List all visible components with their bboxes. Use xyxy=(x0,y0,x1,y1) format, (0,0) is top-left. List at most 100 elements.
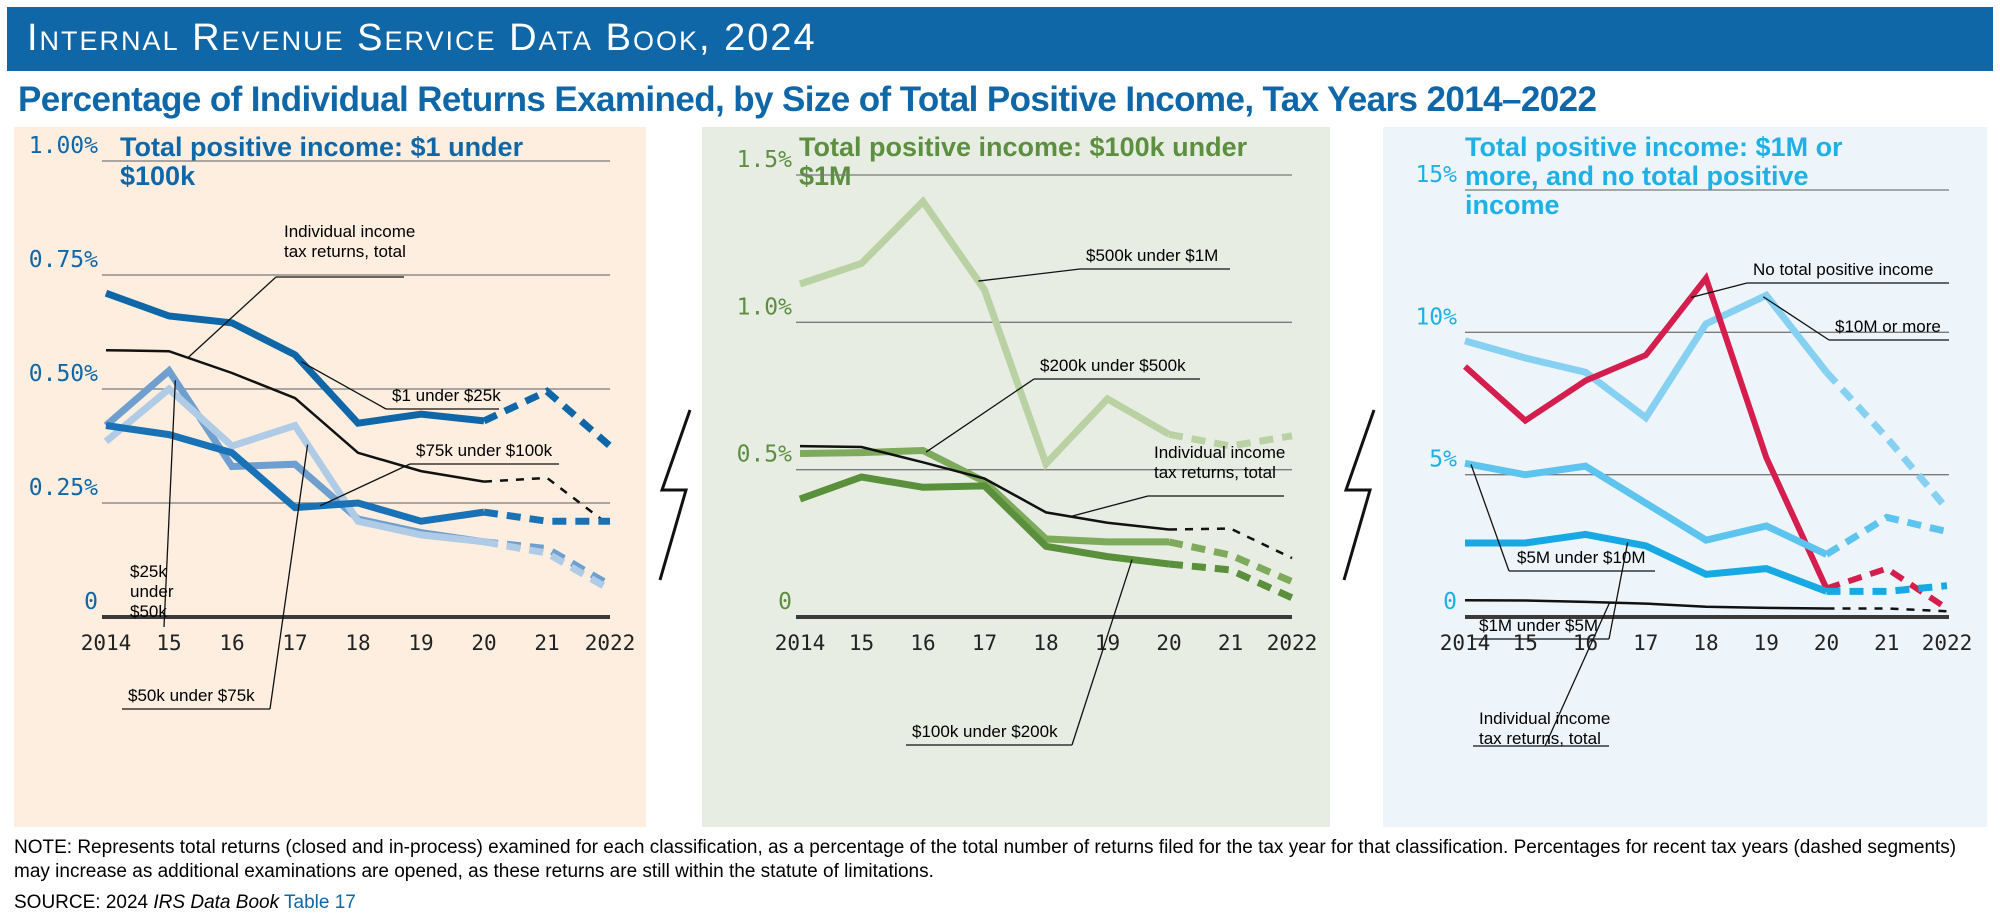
series-line-dashed xyxy=(483,538,612,593)
label-leader-line xyxy=(978,268,1081,282)
source-table-link[interactable]: Table 17 xyxy=(284,892,356,913)
y-tick-label: 5% xyxy=(1429,447,1457,473)
y-tick-label: 0.25% xyxy=(29,475,98,501)
y-tick-label: 0 xyxy=(778,589,792,615)
x-tick-label: 16 xyxy=(219,631,244,655)
x-tick-label: 21 xyxy=(1218,631,1243,655)
series-line xyxy=(104,289,485,427)
x-tick-label: 20 xyxy=(471,631,496,655)
panel-under-100k: Total positive income: $1 under $100k 0 0… xyxy=(14,127,646,827)
chart-under-100k: 0 0.25% 0.50% 0.75% 1.00% 2014 15 16 17 18 19 20 21 2… xyxy=(29,133,636,710)
series-line xyxy=(798,196,1171,471)
y-tick-label: 10% xyxy=(1415,304,1457,330)
y-tick-label: 15% xyxy=(1415,162,1457,188)
panel-title: Total positive income: $1 under $100k xyxy=(120,132,524,191)
series-line xyxy=(1462,271,1830,590)
series-line xyxy=(1464,290,1830,423)
series-line xyxy=(798,473,1170,568)
series-line-dashed xyxy=(1168,560,1294,601)
label-leader-line xyxy=(1608,542,1629,640)
label-leader-line xyxy=(269,444,309,710)
x-tick-label: 2022 xyxy=(1922,631,1973,655)
series-label: Individual income tax returns, total xyxy=(1154,443,1285,482)
series-label: $500k under $1M xyxy=(1086,246,1218,265)
panel-title: Total positive income: $100k under $1M xyxy=(799,132,1248,191)
y-tick-label: 0.5% xyxy=(737,442,793,468)
x-tick-label: 17 xyxy=(1633,631,1658,655)
series-line-dashed xyxy=(1168,430,1293,450)
x-tick-label: 16 xyxy=(1573,631,1598,655)
axis-break-icon xyxy=(1342,409,1376,581)
banner-title: Internal Revenue Service Data Book, 2024 xyxy=(27,17,817,59)
label-leader-line xyxy=(1762,296,1830,341)
label-leader-line xyxy=(1071,559,1133,746)
y-tick-label: 0 xyxy=(84,589,98,615)
series-label: Individual income tax returns, total xyxy=(1479,709,1610,748)
x-tick-label: 2014 xyxy=(81,631,132,655)
series-line xyxy=(799,446,1169,546)
y-tick-label: 0.50% xyxy=(29,361,98,387)
series-label: $100k under $200k xyxy=(912,722,1058,741)
series-line-dashed xyxy=(482,387,613,449)
x-tick-label: 21 xyxy=(1874,631,1899,655)
x-tick-label: 2014 xyxy=(775,631,826,655)
x-tick-label: 17 xyxy=(972,631,997,655)
label-leader-line xyxy=(319,463,411,507)
series-label: $5M under $10M xyxy=(1517,548,1646,567)
label-leader-line xyxy=(300,361,387,410)
series-label: $1M under $5M xyxy=(1479,616,1598,635)
x-tick-label: 18 xyxy=(1693,631,1718,655)
series-label: $50k under $75k xyxy=(128,686,255,705)
series-line xyxy=(105,422,485,525)
x-tick-label: 19 xyxy=(1754,631,1779,655)
label-leader-line xyxy=(1690,282,1748,299)
x-tick-label: 20 xyxy=(1814,631,1839,655)
x-tick-label: 15 xyxy=(849,631,874,655)
series-line-dashed xyxy=(483,538,612,589)
source-book: IRS Data Book xyxy=(153,892,280,913)
y-tick-label: 1.0% xyxy=(737,294,793,320)
series-line-dashed xyxy=(1168,538,1294,585)
series-line-dashed xyxy=(1824,513,1948,558)
series-label: Individual income tax returns, total xyxy=(284,222,415,261)
x-tick-label: 18 xyxy=(1033,631,1058,655)
x-tick-label: 15 xyxy=(1513,631,1538,655)
x-tick-label: 17 xyxy=(282,631,307,655)
label-leader-line xyxy=(163,380,176,628)
chart-title: Percentage of Individual Returns Examine… xyxy=(18,80,1597,119)
panel-title: Total positive income: $1M or more, and … xyxy=(1465,132,1843,220)
x-tick-label: 18 xyxy=(345,631,370,655)
banner: Internal Revenue Service Data Book, 2024 xyxy=(7,7,1993,71)
panel-1m-or-more: Total positive income: $1M or more, and … xyxy=(1383,127,1987,827)
y-tick-label: 1.00% xyxy=(29,133,98,159)
x-tick-label: 20 xyxy=(1156,631,1181,655)
x-tick-label: 16 xyxy=(910,631,935,655)
note-text: NOTE: Represents total returns (closed a… xyxy=(14,837,1957,882)
source-line: SOURCE: 2024 IRS Data Book Table 17 xyxy=(14,892,356,914)
series-line-dashed xyxy=(1826,607,1948,613)
series-label: $75k under $100k xyxy=(416,441,553,460)
y-tick-label: 0 xyxy=(1443,589,1457,615)
x-tick-label: 21 xyxy=(534,631,559,655)
label-leader-line xyxy=(1070,495,1149,518)
series-label: $25k under $50k xyxy=(130,562,174,621)
source-prefix: SOURCE: 2024 xyxy=(14,892,154,913)
series-label: $200k under $500k xyxy=(1040,356,1186,375)
series-line-dashed xyxy=(1826,582,1948,595)
x-tick-label: 2022 xyxy=(1267,631,1318,655)
label-leader-line xyxy=(1544,602,1611,747)
series-line-dashed xyxy=(1823,369,1950,512)
chart-100k-to-1m: 00.5%1.0%1.5%2014 15 16 17 18 19 20 21 2022$500k… xyxy=(737,147,1318,746)
x-tick-label: 2022 xyxy=(585,631,636,655)
x-tick-label: 19 xyxy=(408,631,433,655)
chart-1m-or-more: 0 5% 10% 15% 2014 15 16 17 18 19 20 21 2022 No total … xyxy=(1415,162,1973,748)
y-tick-label: 1.5% xyxy=(737,147,793,173)
label-leader-line xyxy=(925,378,1035,453)
series-line-dashed xyxy=(483,476,611,527)
label-leader-line xyxy=(187,276,277,359)
series-label: No total positive income xyxy=(1753,260,1933,279)
series-label: $10M or more xyxy=(1835,317,1941,336)
series-line xyxy=(103,384,485,546)
series-line xyxy=(799,444,1170,531)
series-line xyxy=(1465,530,1828,595)
